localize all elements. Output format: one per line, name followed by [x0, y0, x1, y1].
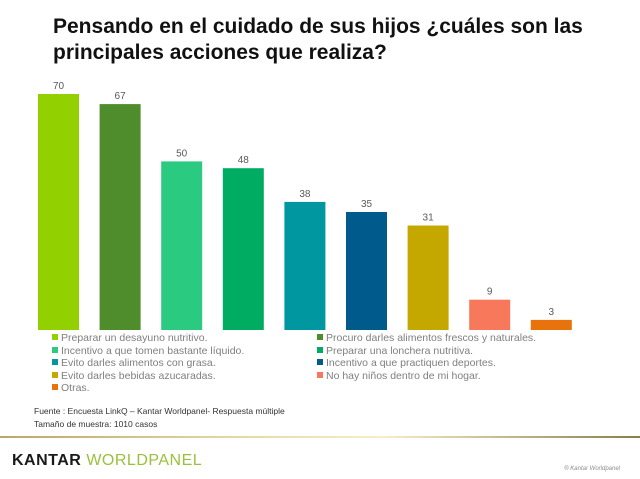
bar-value-label: 67: [115, 91, 127, 102]
legend-swatch: [52, 359, 58, 365]
bar-3: [161, 161, 203, 330]
bar-value-label: 31: [423, 213, 435, 224]
legend-swatch: [317, 371, 323, 378]
legend-label: Preparar un desayuno nutritivo.: [61, 332, 208, 344]
copyright-note: ® Kantar Worldpanel: [564, 466, 620, 472]
bar-9: [530, 319, 572, 330]
bar-value-label: 35: [361, 199, 373, 210]
kantar-worldpanel-logo: KANTAR WORLDPANEL: [12, 452, 202, 470]
bar-4: [222, 168, 264, 330]
legend-item: Evito darles bebidas azucaradas.: [52, 370, 216, 382]
legend-swatch: [52, 334, 58, 340]
legend-item: Preparar una lonchera nutritiva.: [317, 345, 473, 357]
legend-swatch: [317, 359, 323, 365]
sample-size-line: Tamaño de muestra: 1010 casos: [34, 419, 158, 429]
legend-item: Procuro darles alimentos frescos y natur…: [317, 332, 536, 344]
legend-label: Incentivo a que tomen bastante líquido.: [61, 344, 245, 357]
logo-worldpanel-text: WORLDPANEL: [86, 452, 203, 469]
legend-item: Evito darles alimentos con grasa.: [52, 357, 216, 369]
chart-title: Pensando en el cuidado de sus hijos ¿cuá…: [53, 15, 583, 64]
legend-swatch: [317, 346, 323, 353]
legend-label: Incentivo a que practiquen deportes.: [326, 357, 496, 369]
bar-value-label: 48: [238, 155, 250, 166]
bar-value-label: 3: [549, 307, 555, 318]
legend-label: Procuro darles alimentos frescos y natur…: [326, 332, 537, 344]
legend-swatch: [52, 346, 58, 353]
legend-swatch: [52, 384, 58, 390]
legend-item: No hay niños dentro de mi hogar.: [317, 370, 481, 382]
bar-chart: 70 67 50 48 38 35 31 9 3: [38, 81, 572, 330]
bar-6: [346, 212, 387, 330]
bar-value-label: 38: [299, 189, 311, 200]
bar-1: [38, 94, 79, 330]
bar-8: [469, 299, 511, 330]
bar-value-label: 70: [53, 81, 65, 92]
legend-label: Otras.: [61, 382, 90, 394]
bar-5: [284, 201, 326, 330]
legend-label: Evito darles bebidas azucaradas.: [61, 369, 216, 382]
legend-label: Preparar una lonchera nutritiva.: [326, 344, 474, 357]
logo-kantar-text: KANTAR: [12, 452, 87, 469]
bar-value-label: 50: [176, 148, 188, 159]
bar-value-label: 9: [487, 287, 493, 298]
legend-item: Incentivo a que practiquen deportes.: [317, 357, 496, 369]
bar-7: [407, 225, 449, 330]
legend-item: Preparar un desayuno nutritivo.: [52, 332, 208, 344]
source-line: Fuente : Encuesta LinkQ – Kantar Worldpa…: [34, 406, 285, 416]
legend-item: Incentivo a que tomen bastante líquido.: [52, 345, 244, 357]
legend-label: No hay niños dentro de mi hogar.: [326, 369, 481, 382]
legend-item: Otras.: [52, 382, 90, 394]
legend-label: Evito darles alimentos con grasa.: [61, 357, 216, 369]
footer-divider: [0, 436, 640, 438]
bar-2: [99, 104, 141, 330]
legend-swatch: [317, 334, 323, 340]
source-note: Fuente : Encuesta LinkQ – Kantar Worldpa…: [34, 405, 285, 431]
legend-swatch: [52, 371, 58, 378]
